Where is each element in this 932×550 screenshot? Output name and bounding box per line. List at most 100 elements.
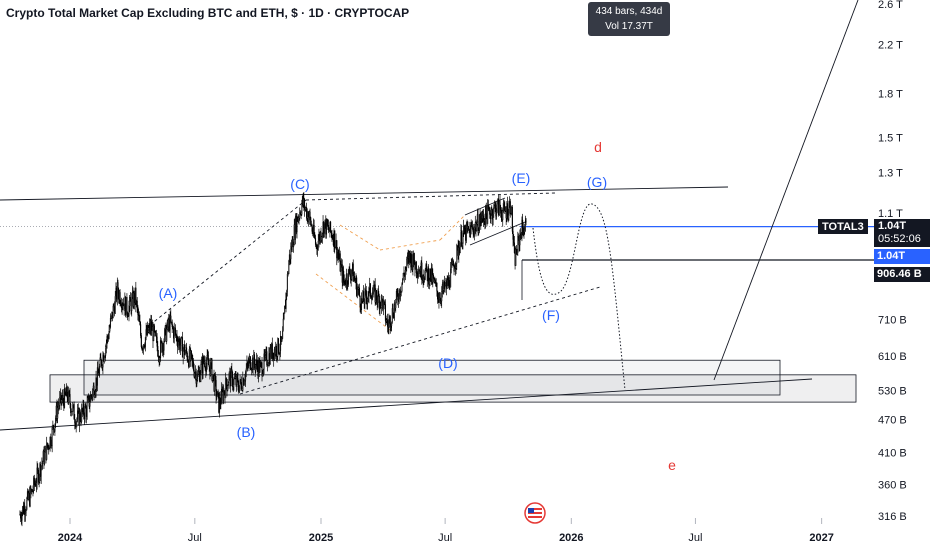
last-price-tag[interactable]: 1.04T 05:52:06	[874, 219, 930, 247]
candle-body	[480, 218, 483, 224]
candle-body	[223, 390, 225, 393]
candle-body	[354, 276, 356, 280]
candle-body	[227, 385, 229, 391]
candle-body	[263, 353, 265, 370]
candle-body	[323, 223, 325, 234]
candle-body	[190, 350, 192, 355]
candle-body	[317, 240, 319, 250]
price-tick-label: 610 B	[878, 351, 907, 363]
candle-body	[489, 208, 491, 215]
candle-body	[143, 344, 145, 347]
candle-body	[362, 291, 365, 302]
candle-body	[249, 356, 251, 369]
candle-body	[175, 329, 177, 336]
countdown: 05:52:06	[878, 233, 921, 245]
wave-label: (G)	[587, 174, 607, 190]
candle-body	[107, 336, 109, 339]
candle-body	[69, 394, 71, 405]
candle-body	[350, 273, 352, 280]
wave-labels: (A) (B) (C) (D) (E) (F) (G) d e	[159, 139, 676, 473]
candle-body	[171, 321, 173, 327]
candle-body	[517, 236, 519, 253]
price-axis[interactable]: 2.6 T2.2 T1.8 T1.5 T1.3 T1.1 T850 B710 B…	[878, 0, 907, 523]
time-tick-label: Jul	[438, 532, 452, 544]
candle-body	[212, 374, 214, 381]
candle-body	[496, 200, 498, 212]
candle-body	[500, 208, 502, 211]
candle-body	[264, 352, 267, 358]
blue-price-tag[interactable]: 1.04T	[874, 249, 930, 264]
candle-body	[402, 272, 404, 280]
candle-body	[392, 308, 394, 317]
candle-body	[400, 292, 402, 297]
candle-body	[48, 445, 50, 449]
candle-body	[248, 359, 250, 367]
candle-body	[487, 204, 489, 224]
symbol-tag[interactable]: TOTAL3	[818, 219, 868, 234]
candle-body	[396, 290, 398, 295]
candle-body	[233, 378, 235, 386]
candle-body	[186, 347, 188, 354]
candle-body	[426, 263, 428, 270]
candle-body	[120, 303, 122, 305]
candle-body	[214, 375, 216, 381]
candle-body	[384, 301, 386, 305]
candle-body	[204, 361, 206, 369]
candle-body	[515, 248, 517, 266]
candle-body	[59, 397, 61, 406]
flag-icon[interactable]	[524, 502, 546, 524]
candle-body	[90, 394, 92, 403]
candle-body	[495, 204, 497, 217]
candle-body	[441, 291, 443, 302]
candle-body	[286, 274, 288, 292]
candle-body	[52, 424, 55, 430]
candle-body	[390, 325, 392, 328]
candle-body	[205, 362, 208, 372]
candle-body	[411, 254, 413, 271]
time-axis[interactable]: 2024 Jul 2025 Jul 2026 Jul 2027	[58, 518, 834, 544]
lower-support-zone	[49, 374, 857, 403]
candle-body	[288, 261, 290, 275]
candle-body	[114, 296, 116, 314]
candle-body	[524, 222, 526, 231]
candle-body	[62, 395, 64, 401]
candle-body	[231, 372, 234, 388]
candle-body	[216, 395, 218, 397]
candle-body	[105, 342, 107, 348]
candle-body	[73, 404, 75, 420]
candle-body	[347, 269, 349, 285]
candle-body	[74, 419, 76, 424]
candle-body	[110, 315, 112, 319]
candle-body	[61, 399, 63, 404]
candle-body	[490, 213, 492, 220]
candle-body	[66, 386, 68, 398]
level-price-tag[interactable]: 906.46 B	[874, 267, 930, 282]
candle-body	[365, 290, 367, 298]
wave-label: (A)	[159, 285, 178, 301]
candle-body	[170, 315, 172, 323]
candle-body	[310, 224, 312, 226]
candle-body	[320, 232, 322, 241]
wave-a-dashed	[149, 199, 307, 326]
candle-body	[339, 253, 341, 272]
candle-body	[391, 321, 393, 326]
candle-body	[450, 268, 452, 288]
candle-body	[487, 204, 489, 210]
candle-body	[135, 287, 137, 306]
candle-body	[103, 357, 105, 362]
projection-line	[713, 0, 859, 381]
candle-body	[96, 367, 98, 386]
candle-body	[506, 203, 509, 219]
candle-body	[141, 346, 143, 350]
candle-body	[159, 357, 161, 363]
candle-body	[304, 208, 306, 210]
candle-body	[364, 289, 366, 304]
candle-body	[261, 362, 263, 377]
candle-body	[105, 346, 107, 356]
candle-body	[508, 205, 510, 216]
candle-body	[296, 216, 298, 233]
candle-body	[405, 267, 407, 271]
candle-body	[197, 373, 199, 381]
candle-body	[238, 385, 240, 393]
